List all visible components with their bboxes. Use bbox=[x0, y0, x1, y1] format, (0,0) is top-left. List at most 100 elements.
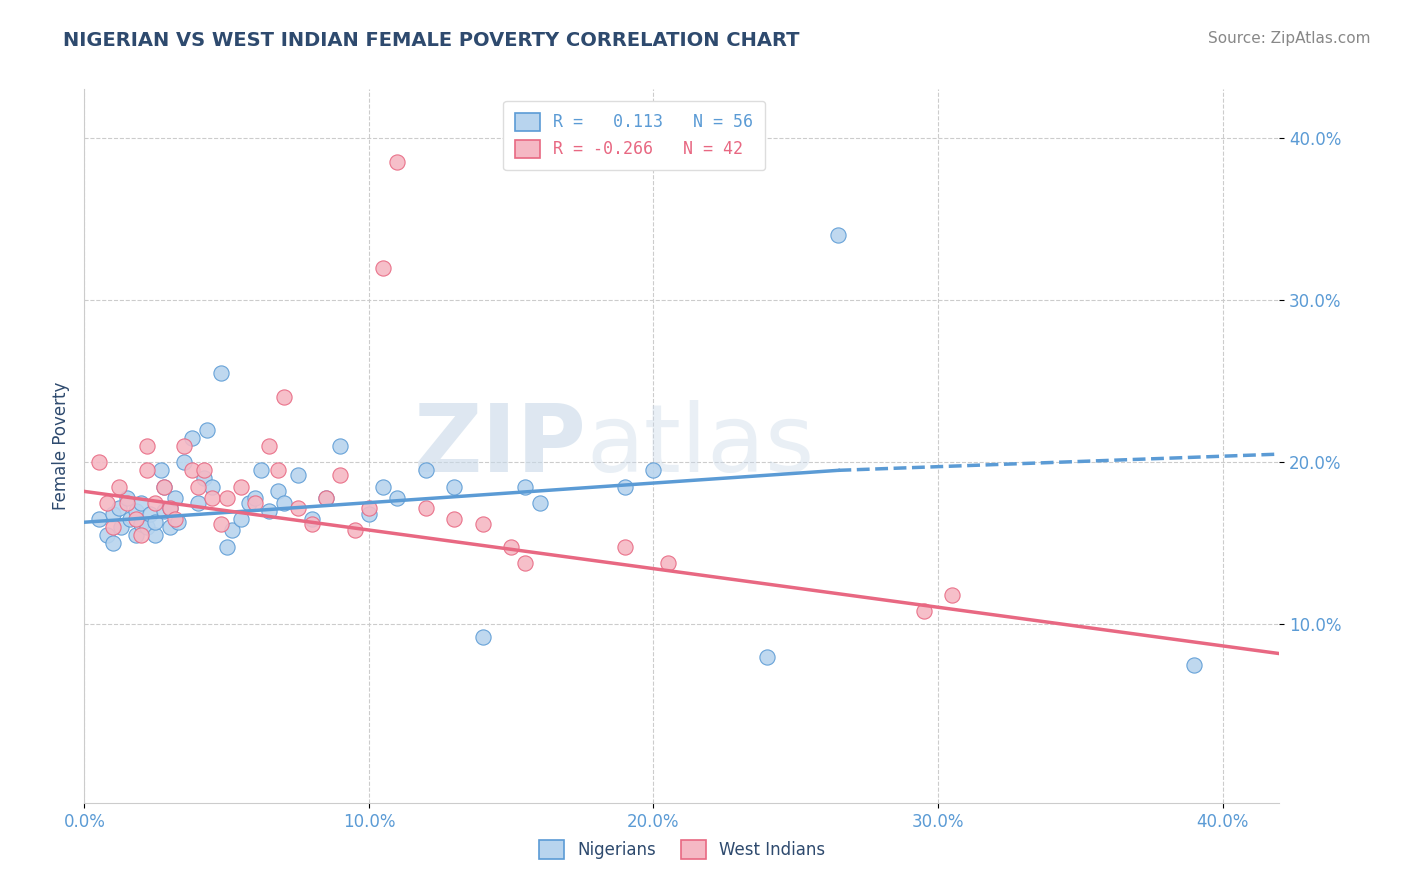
Point bbox=[145, 496, 167, 510]
Point bbox=[229, 479, 252, 493]
Point bbox=[387, 491, 409, 505]
Point bbox=[153, 504, 176, 518]
Point bbox=[187, 496, 209, 510]
Point bbox=[145, 528, 167, 542]
Point bbox=[96, 528, 118, 542]
Point bbox=[373, 479, 395, 493]
Point bbox=[101, 520, 124, 534]
Point bbox=[471, 631, 494, 645]
Point bbox=[329, 439, 352, 453]
Point bbox=[243, 496, 266, 510]
Point bbox=[267, 484, 290, 499]
Point bbox=[153, 479, 176, 493]
Point bbox=[329, 468, 352, 483]
Point bbox=[357, 500, 380, 515]
Point bbox=[657, 556, 679, 570]
Point bbox=[115, 491, 138, 505]
Point bbox=[415, 500, 437, 515]
Point bbox=[150, 463, 173, 477]
Point bbox=[229, 512, 252, 526]
Point bbox=[193, 471, 215, 485]
Point bbox=[101, 507, 124, 521]
Y-axis label: Female Poverty: Female Poverty bbox=[52, 382, 70, 510]
Point bbox=[643, 463, 665, 477]
Point bbox=[415, 463, 437, 477]
Point bbox=[87, 455, 110, 469]
Point bbox=[96, 496, 118, 510]
Point bbox=[159, 500, 181, 515]
Point bbox=[267, 463, 290, 477]
Point bbox=[443, 479, 465, 493]
Point bbox=[315, 491, 337, 505]
Point bbox=[357, 507, 380, 521]
Point bbox=[118, 512, 141, 526]
Point bbox=[273, 496, 295, 510]
Point bbox=[145, 515, 167, 529]
Point bbox=[129, 528, 152, 542]
Point bbox=[221, 524, 243, 538]
Point bbox=[115, 496, 138, 510]
Point bbox=[259, 504, 281, 518]
Point bbox=[249, 463, 271, 477]
Point bbox=[515, 556, 537, 570]
Point bbox=[187, 479, 209, 493]
Point bbox=[201, 479, 224, 493]
Point bbox=[209, 366, 232, 380]
Point bbox=[243, 491, 266, 505]
Point bbox=[173, 439, 195, 453]
Point bbox=[129, 496, 152, 510]
Point bbox=[165, 491, 187, 505]
Point bbox=[139, 507, 162, 521]
Point bbox=[343, 524, 366, 538]
Point bbox=[501, 540, 523, 554]
Point bbox=[110, 520, 132, 534]
Point bbox=[756, 649, 779, 664]
Point bbox=[373, 260, 395, 275]
Point bbox=[159, 500, 181, 515]
Point bbox=[193, 463, 215, 477]
Point bbox=[827, 228, 849, 243]
Point bbox=[287, 500, 309, 515]
Point bbox=[301, 516, 323, 531]
Point bbox=[1182, 657, 1205, 672]
Point bbox=[215, 540, 238, 554]
Text: Source: ZipAtlas.com: Source: ZipAtlas.com bbox=[1208, 31, 1371, 46]
Point bbox=[129, 516, 152, 531]
Point bbox=[529, 496, 551, 510]
Point bbox=[107, 500, 129, 515]
Point bbox=[614, 479, 637, 493]
Point bbox=[124, 528, 146, 542]
Point bbox=[153, 479, 176, 493]
Point bbox=[614, 540, 637, 554]
Text: ZIP: ZIP bbox=[413, 400, 586, 492]
Point bbox=[173, 455, 195, 469]
Point bbox=[515, 479, 537, 493]
Point bbox=[87, 512, 110, 526]
Point bbox=[259, 439, 281, 453]
Point bbox=[215, 491, 238, 505]
Point bbox=[165, 512, 187, 526]
Point bbox=[101, 536, 124, 550]
Point bbox=[315, 491, 337, 505]
Point bbox=[181, 463, 204, 477]
Point bbox=[443, 512, 465, 526]
Text: NIGERIAN VS WEST INDIAN FEMALE POVERTY CORRELATION CHART: NIGERIAN VS WEST INDIAN FEMALE POVERTY C… bbox=[63, 31, 800, 50]
Point bbox=[387, 155, 409, 169]
Point bbox=[124, 504, 146, 518]
Point bbox=[471, 516, 494, 531]
Point bbox=[124, 512, 146, 526]
Point bbox=[136, 439, 159, 453]
Point bbox=[195, 423, 218, 437]
Text: atlas: atlas bbox=[586, 400, 814, 492]
Point bbox=[167, 515, 190, 529]
Point bbox=[941, 588, 963, 602]
Point bbox=[273, 390, 295, 404]
Point bbox=[136, 463, 159, 477]
Point bbox=[912, 604, 935, 618]
Point bbox=[238, 496, 260, 510]
Point bbox=[301, 512, 323, 526]
Point bbox=[181, 431, 204, 445]
Point bbox=[201, 491, 224, 505]
Point bbox=[107, 479, 129, 493]
Legend: Nigerians, West Indians: Nigerians, West Indians bbox=[531, 834, 832, 866]
